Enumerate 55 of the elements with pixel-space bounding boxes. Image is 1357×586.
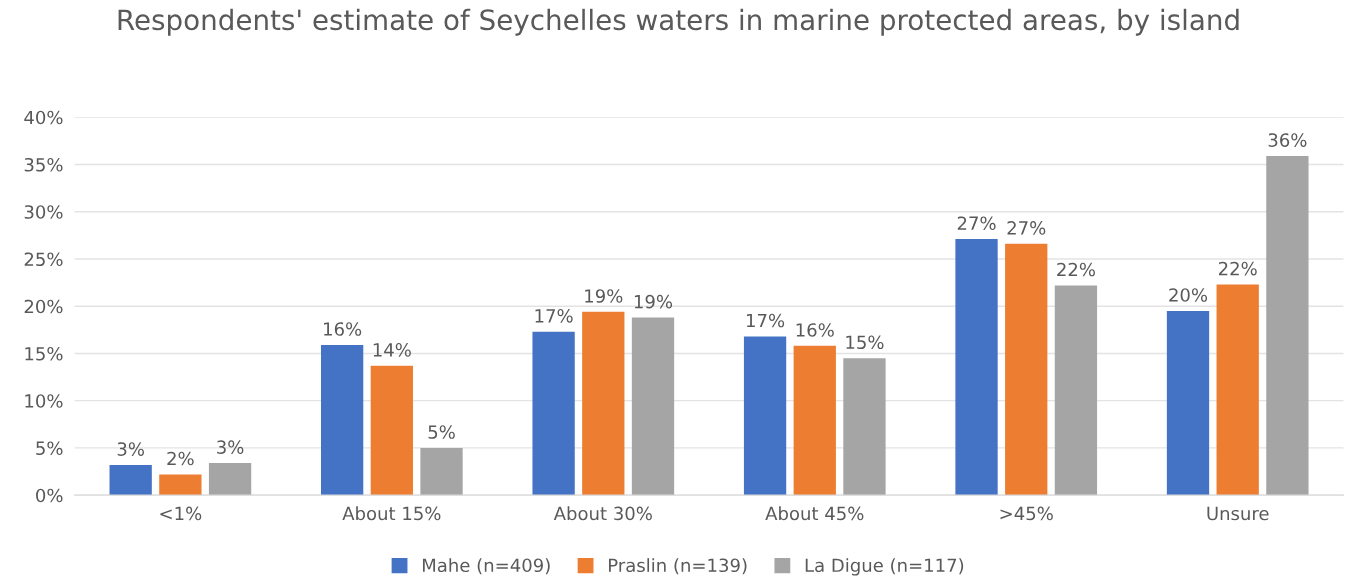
y-tick-label: 5% bbox=[36, 441, 63, 456]
bar bbox=[109, 464, 152, 496]
x-tick-label: About 15% bbox=[342, 506, 441, 521]
bar bbox=[1166, 310, 1210, 496]
bar bbox=[1266, 155, 1309, 496]
y-tick-label: 20% bbox=[24, 299, 63, 314]
y-tick-label: 0% bbox=[36, 488, 63, 503]
bar bbox=[955, 239, 998, 496]
data-label: 19% bbox=[634, 294, 673, 309]
data-label: 27% bbox=[1007, 221, 1046, 235]
bar bbox=[1005, 243, 1048, 496]
data-label: 19% bbox=[585, 289, 623, 303]
y-tick-label: 30% bbox=[24, 205, 63, 219]
y-tick-label: 40% bbox=[24, 110, 63, 125]
data-label: 3% bbox=[117, 442, 144, 456]
data-label: 27% bbox=[957, 216, 996, 231]
bar bbox=[208, 463, 252, 496]
bar bbox=[532, 331, 575, 496]
bar bbox=[320, 344, 364, 496]
chart-title: Respondents' estimate of Seychelles waters in marine protected areas, by island bbox=[118, 8, 1239, 36]
data-label: 16% bbox=[796, 323, 834, 337]
data-label: 16% bbox=[324, 322, 362, 336]
x-tick-label: Unsure bbox=[1207, 506, 1269, 521]
bar bbox=[370, 365, 413, 496]
data-label: 14% bbox=[373, 343, 411, 357]
x-tick-label: About 30% bbox=[553, 506, 652, 521]
data-label: 22% bbox=[1218, 261, 1257, 276]
bar bbox=[1216, 284, 1259, 496]
bar bbox=[793, 345, 836, 496]
data-label: 20% bbox=[1169, 288, 1208, 302]
bar bbox=[420, 447, 463, 496]
y-tick-label: 25% bbox=[24, 252, 63, 267]
x-tick-label: About 45% bbox=[765, 506, 864, 521]
bar bbox=[843, 358, 886, 496]
bar bbox=[582, 311, 625, 496]
data-label: 17% bbox=[535, 308, 573, 323]
data-label: 5% bbox=[428, 425, 455, 439]
data-label: 17% bbox=[746, 313, 785, 328]
y-tick-label: 15% bbox=[25, 346, 63, 361]
y-tick-label: 10% bbox=[25, 394, 63, 408]
y-tick-label: 35% bbox=[24, 157, 63, 172]
bar bbox=[631, 317, 675, 496]
data-label: 22% bbox=[1057, 262, 1095, 277]
legend-label: La Digue (n=117) bbox=[805, 558, 964, 576]
x-tick-label: >45% bbox=[1000, 506, 1053, 521]
legend-label: Mahe (n=409) bbox=[422, 558, 550, 575]
bar bbox=[743, 336, 787, 496]
data-label: 36% bbox=[1268, 133, 1307, 147]
data-label: 3% bbox=[217, 440, 244, 454]
bar bbox=[159, 474, 202, 496]
bar bbox=[1054, 285, 1098, 496]
data-label: 2% bbox=[167, 451, 194, 466]
legend-label: Praslin (n=139) bbox=[609, 558, 747, 575]
data-label: 15% bbox=[846, 335, 884, 350]
x-tick-label: <1% bbox=[160, 506, 202, 521]
